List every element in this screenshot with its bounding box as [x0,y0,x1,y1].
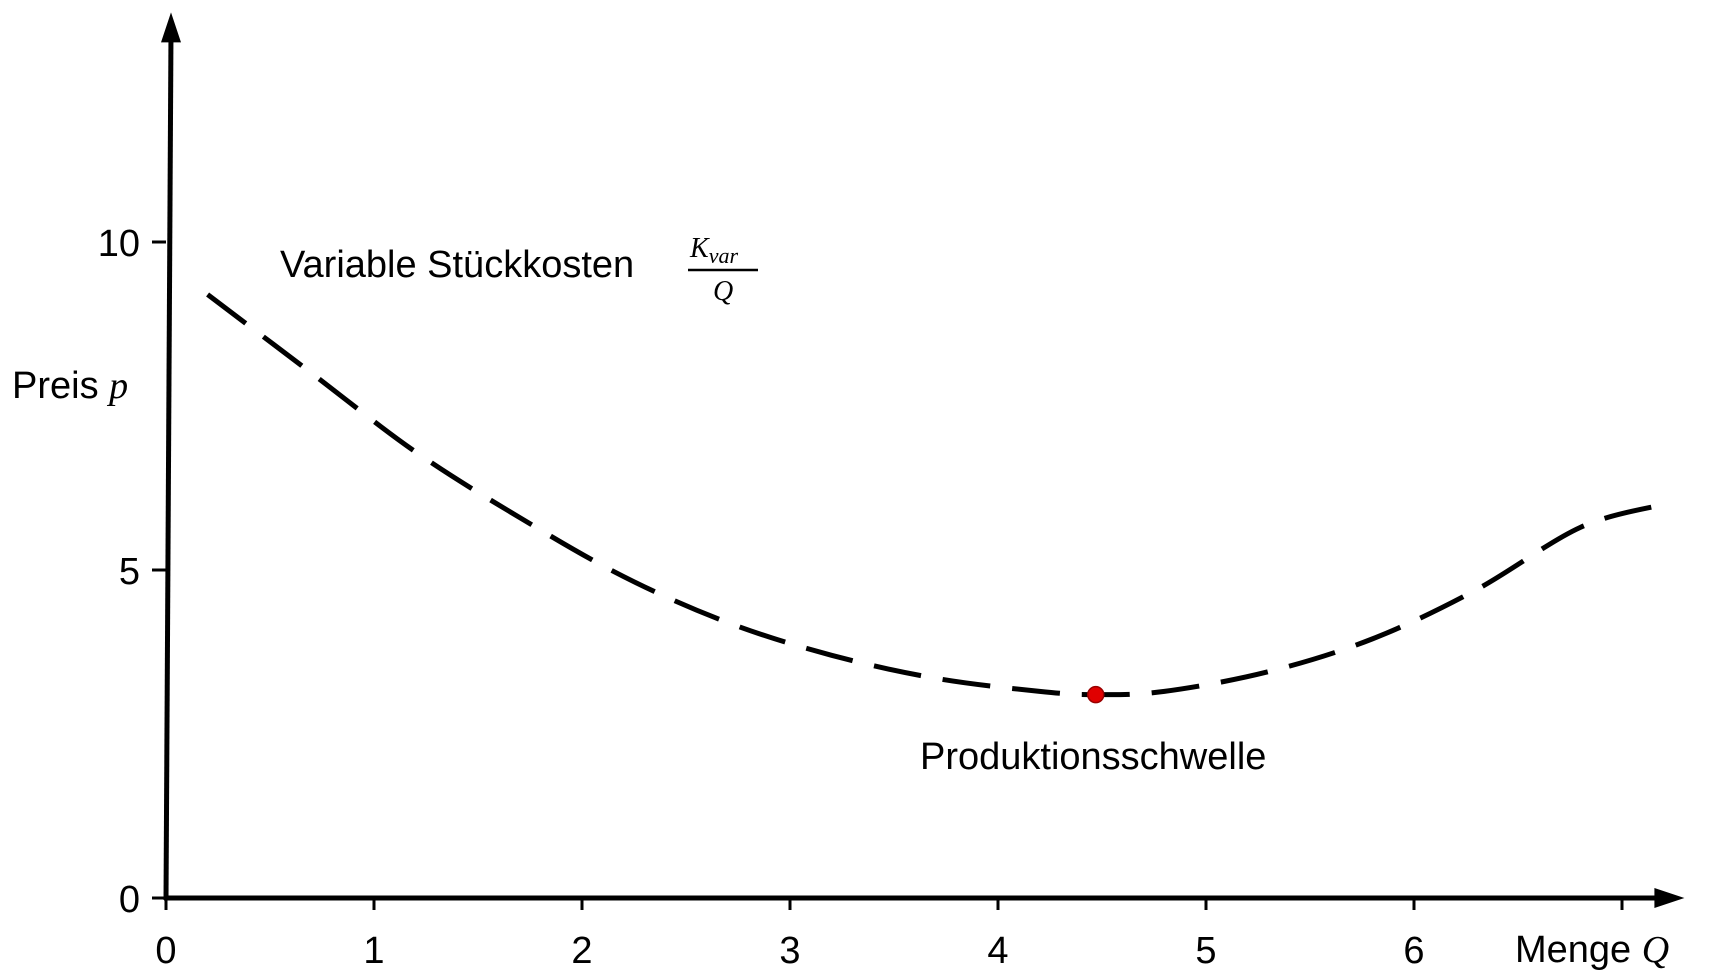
x-ticks: 0 1 2 3 4 5 6 [155,898,1624,971]
x-axis-arrowhead [1654,888,1685,908]
x-tick-label-2: 2 [571,930,592,971]
y-tick-label-0: 0 [119,879,140,921]
series-label-fraction: Kvar Q [688,233,758,307]
series-label: Variable Stückkosten [280,244,634,286]
y-tick-label-5: 5 [119,551,140,593]
fraction-numerator: Kvar [689,233,738,268]
y-axis [163,30,174,901]
fraction-denominator: Q [713,276,733,307]
production-threshold-point [1087,685,1105,704]
x-tick-label-1: 1 [363,930,384,971]
x-tick-label-4: 4 [987,930,1008,971]
x-tick-label-6: 6 [1403,930,1424,971]
production-threshold-label: Produktionsschwelle [920,736,1266,778]
y-tick-label-10: 10 [98,223,140,265]
x-tick-label-5: 5 [1195,930,1216,971]
x-tick-label-3: 3 [779,930,800,971]
x-tick-label-0: 0 [155,930,176,971]
y-axis-arrowhead [161,12,181,43]
y-axis-label: Preis p [12,365,128,407]
variable-unit-cost-curve [206,292,1665,698]
y-ticks: 0 5 10 [98,223,166,921]
x-axis-label: Menge Q [1515,929,1669,971]
